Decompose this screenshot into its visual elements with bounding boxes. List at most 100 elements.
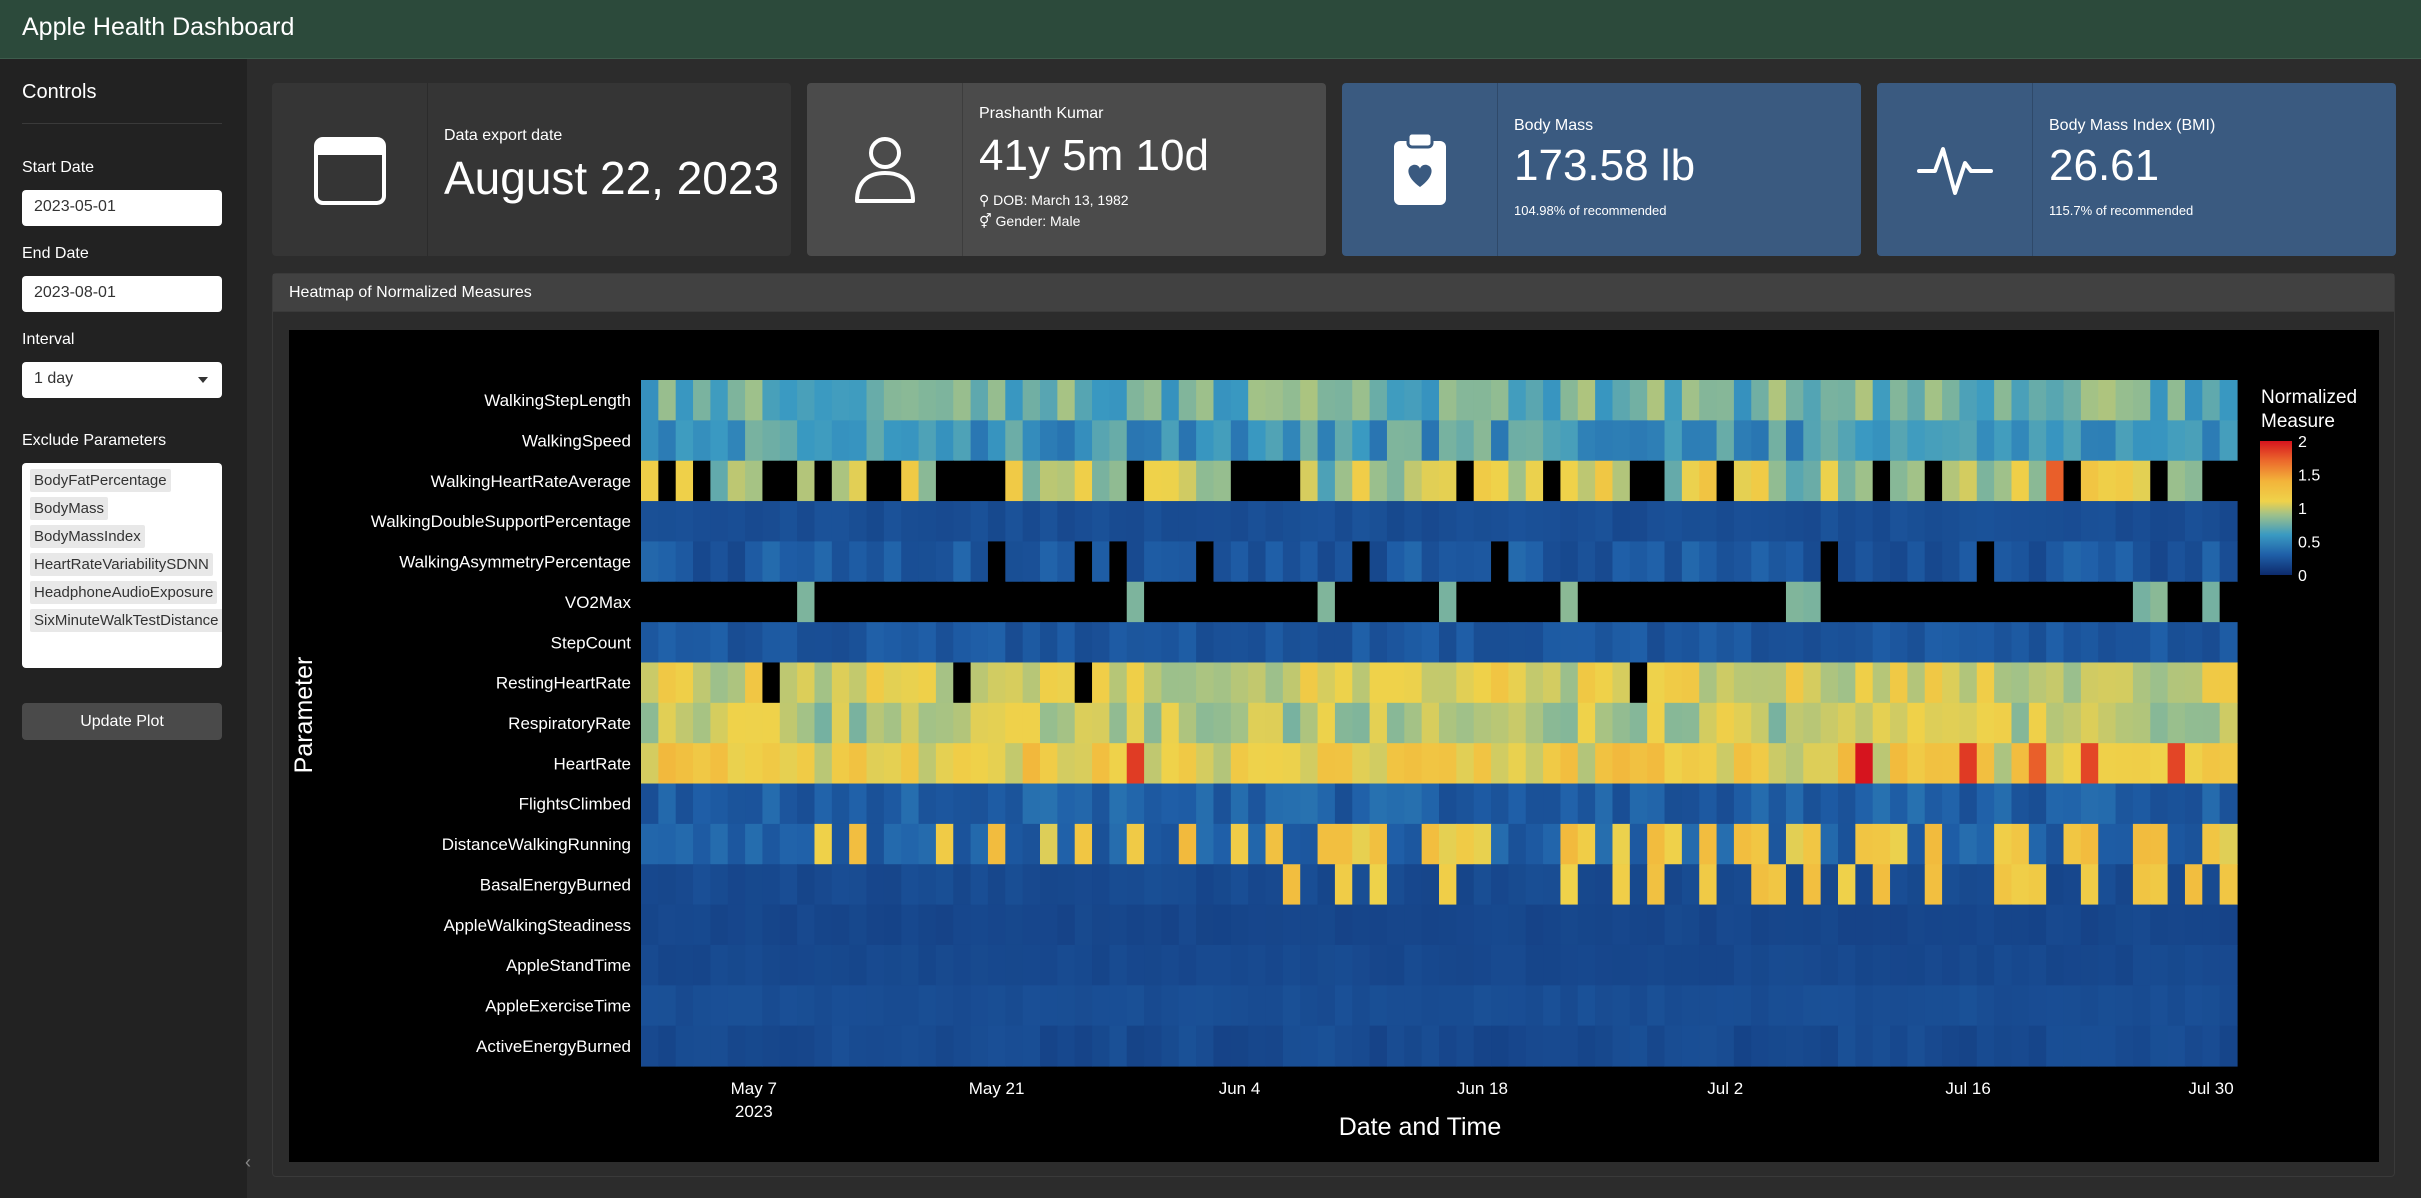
heatmap-cell	[2167, 581, 2186, 623]
heatmap-cell	[1386, 743, 1405, 785]
heatmap-cell	[2098, 501, 2117, 543]
colorbar-ticks: 00.511.52	[2298, 434, 2320, 585]
heatmap-cell	[2011, 622, 2030, 664]
heatmap-cell	[1144, 581, 1163, 623]
heatmap-cell	[1213, 904, 1232, 946]
heatmap-cell	[2028, 985, 2047, 1027]
heatmap-cell	[1300, 944, 1319, 986]
exclude-option[interactable]: BodyMass	[30, 497, 109, 520]
heatmap-cell	[641, 823, 659, 865]
heatmap-cell	[1560, 783, 1579, 825]
heatmap-cell	[1595, 380, 1614, 421]
heatmap-cell	[1577, 501, 1596, 543]
heatmap-cell	[1040, 501, 1058, 543]
heatmap-cell	[1334, 662, 1353, 704]
heatmap-cell	[901, 904, 920, 946]
heatmap-cell	[779, 622, 798, 664]
heatmap-plot[interactable]: WalkingStepLength WalkingSpeed WalkingHear…	[289, 330, 2379, 1162]
heatmap-cell	[1629, 702, 1648, 744]
heatmap-cell	[1456, 662, 1475, 704]
heatmap-cell	[1733, 662, 1752, 704]
heatmap-cell	[1838, 743, 1856, 785]
heatmap-cell	[1872, 622, 1891, 664]
exclude-option[interactable]: SixMinuteWalkTestDistance	[30, 609, 222, 632]
heatmap-cell	[1421, 1025, 1440, 1067]
heatmap-cell	[762, 904, 781, 946]
heatmap-cell	[1838, 702, 1856, 744]
heatmap-cell	[2011, 823, 2030, 865]
heatmap-cell	[2219, 581, 2238, 623]
heatmap-cell	[2080, 1025, 2099, 1067]
interval-select[interactable]: 1 day	[22, 362, 222, 398]
heatmap-cell	[1942, 944, 1961, 986]
update-plot-button[interactable]: Update Plot	[22, 703, 222, 740]
heatmap-cell	[1404, 380, 1423, 421]
heatmap-cell	[970, 581, 989, 623]
end-date-input[interactable]: 2023-08-01	[22, 276, 222, 312]
heatmap-cell	[1265, 823, 1284, 865]
pulse-icon	[1917, 147, 1993, 195]
heatmap-cell	[831, 864, 850, 906]
heatmap-cell	[1855, 904, 1874, 946]
heatmap-cell	[1647, 380, 1666, 421]
heatmap-cell	[710, 743, 729, 785]
heatmap-cell	[762, 662, 781, 704]
heatmap-cell	[1560, 864, 1579, 906]
heatmap-cell	[1803, 380, 1822, 421]
heatmap-cells	[641, 380, 2238, 1067]
heatmap-cell	[1386, 622, 1405, 664]
heatmap-cell	[1699, 783, 1718, 825]
heatmap-cell	[970, 904, 989, 946]
heatmap-svg[interactable]: WalkingStepLengthWalkingSpeedWalkingHear…	[289, 330, 2379, 1162]
heatmap-cell	[1733, 420, 1752, 462]
heatmap-cell	[814, 420, 833, 462]
heatmap-cell	[762, 985, 781, 1027]
heatmap-cell	[1560, 702, 1579, 744]
value-box-profile: Prashanth Kumar 41y 5m 10d ⚲ DOB: March …	[807, 83, 1326, 256]
exclude-option[interactable]: BodyMassIndex	[30, 525, 145, 548]
exclude-option[interactable]: HeartRateVariabilitySDNN	[30, 553, 213, 576]
heatmap-cell	[1959, 864, 1978, 906]
heatmap-cell	[1144, 380, 1163, 421]
heatmap-cell	[1300, 662, 1319, 704]
start-date-input[interactable]: 2023-05-01	[22, 190, 222, 226]
heatmap-cell	[727, 783, 746, 825]
heatmap-cell	[987, 460, 1006, 502]
exclude-parameters-list[interactable]: BodyFatPercentage BodyMass BodyMassIndex…	[22, 463, 222, 668]
heatmap-cell	[1959, 541, 1978, 583]
heatmap-cell	[1699, 985, 1718, 1027]
heatmap-cell	[814, 864, 833, 906]
heatmap-cell	[2080, 743, 2099, 785]
heatmap-cell	[1040, 743, 1058, 785]
heatmap-cell	[1282, 622, 1301, 664]
heatmap-cell	[641, 622, 659, 664]
y-tick-label: VO2Max	[565, 593, 632, 612]
heatmap-cell	[831, 662, 850, 704]
heatmap-cell	[1577, 1025, 1596, 1067]
heatmap-cell	[1595, 702, 1614, 744]
heatmap-cell	[727, 864, 746, 906]
value-box-subtitle: 115.7% of recommended	[2049, 203, 2194, 218]
heatmap-cell	[1699, 501, 1718, 543]
heatmap-cell	[1543, 662, 1562, 704]
heatmap-cell	[1890, 420, 1908, 462]
heatmap-cell	[2098, 541, 2117, 583]
heatmap-cell	[1491, 662, 1509, 704]
heatmap-cell	[1369, 904, 1388, 946]
heatmap-cell	[2219, 460, 2238, 502]
heatmap-cell	[1404, 904, 1423, 946]
heatmap-cell	[1681, 1025, 1700, 1067]
exclude-option[interactable]: HeadphoneAudioExposure	[30, 581, 218, 604]
heatmap-cell	[2132, 743, 2151, 785]
heatmap-cell	[1421, 823, 1440, 865]
heatmap-cell	[831, 985, 850, 1027]
exclude-option[interactable]: BodyFatPercentage	[30, 469, 171, 492]
y-tick-label: ActiveEnergyBurned	[476, 1037, 631, 1056]
heatmap-cell	[918, 501, 937, 543]
collapse-sidebar-icon[interactable]: ‹	[245, 1152, 251, 1172]
heatmap-cell	[1855, 823, 1874, 865]
heatmap-cell	[1317, 501, 1336, 543]
heatmap-cell	[641, 985, 659, 1027]
heatmap-cell	[1803, 904, 1822, 946]
heatmap-cell	[1074, 662, 1093, 704]
